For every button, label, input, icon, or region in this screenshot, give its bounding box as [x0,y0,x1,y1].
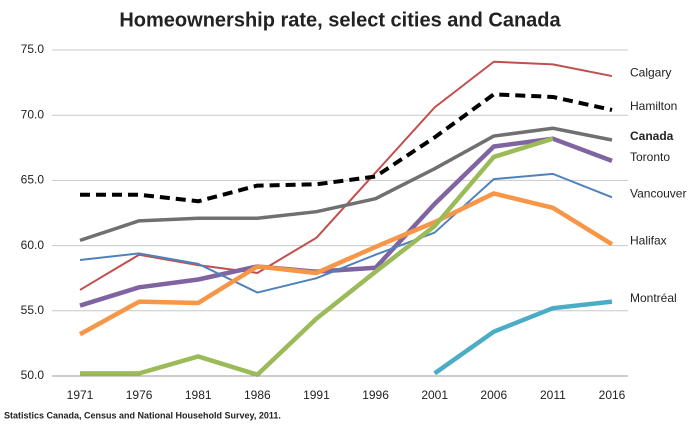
series-line [79,136,613,308]
x-tick-label: 1971 [67,388,94,402]
series-label: Calgary [630,65,671,79]
y-tick-label: 65.0 [21,173,45,187]
series-label: Hamilton [630,99,677,113]
x-tick-label: 2001 [421,388,448,402]
x-tick-label: 2016 [599,388,626,402]
source-note: Statistics Canada, Census and National H… [4,410,281,420]
x-tick-label: 1986 [244,388,271,402]
x-tick-label: 1991 [303,388,330,402]
y-tick-label: 75.0 [21,42,45,56]
x-tick-label: 2006 [480,388,507,402]
y-tick-label: 55.0 [21,303,45,317]
series-line [79,172,613,294]
y-tick-label: 70.0 [21,107,45,121]
x-tick-label: 1996 [362,388,389,402]
x-tick-label: 2011 [540,388,566,402]
series-line [433,299,613,376]
chart-title: Homeownership rate, select cities and Ca… [119,9,561,31]
series-label: Toronto [630,150,670,164]
series-line [80,92,613,204]
y-tick-label: 50.0 [21,368,45,382]
series-label: Montréal [630,291,677,305]
series-label: Halifax [630,233,667,247]
series-line [78,191,614,337]
x-tick-label: 1976 [126,388,153,402]
series-label: Canada [630,129,674,143]
series-label: Vancouver [630,187,686,201]
series-line [79,126,613,243]
y-tick-label: 60.0 [21,238,45,252]
series-line [80,136,554,377]
x-tick-label: 1981 [185,388,212,402]
